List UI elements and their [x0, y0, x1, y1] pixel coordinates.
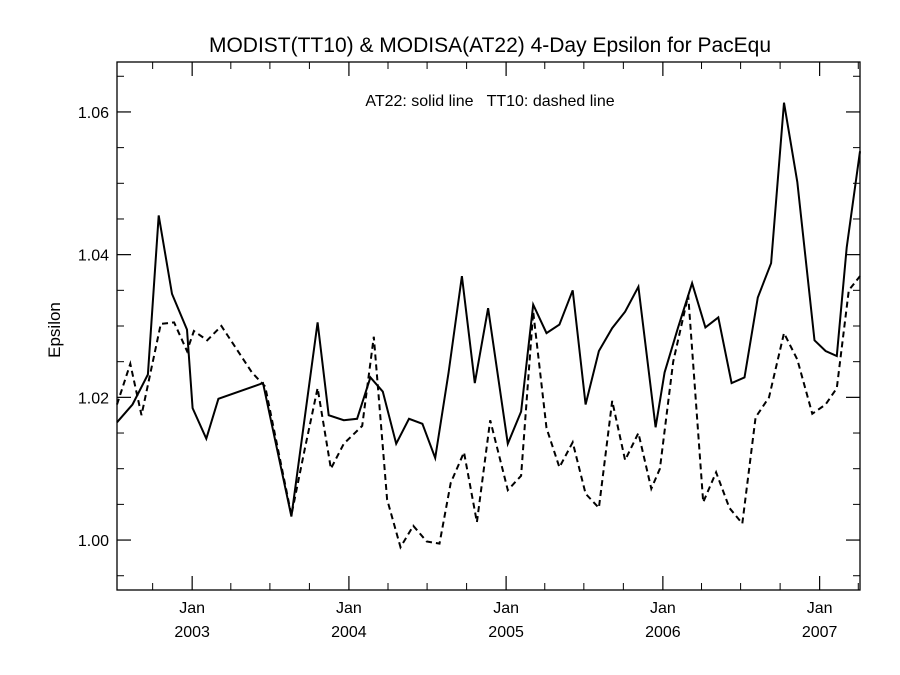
y-axis-label: Epsilon — [45, 302, 64, 358]
series-line-at22 — [116, 102, 861, 517]
x-tick-label-year: 2004 — [331, 624, 367, 641]
ticks-layer: 1.00 1.02 1.04 1.06 Jan 2003 Jan 2004 Jan 2005 Jan… — [78, 62, 860, 641]
y-tick-label: 1.02 — [78, 390, 109, 407]
x-tick-label-year: 2007 — [802, 624, 838, 641]
plot-frame — [116, 61, 861, 591]
x-tick-label-month: Jan — [179, 600, 205, 617]
y-tick-label: 1.06 — [78, 105, 109, 122]
series-line-tt10 — [116, 275, 861, 550]
x-tick-label-year: 2003 — [174, 624, 210, 641]
x-tick-label-month: Jan — [807, 600, 833, 617]
chart-title: MODIST(TT10) & MODISA(AT22) 4-Day Epsilo… — [209, 34, 771, 57]
x-tick-label-month: Jan — [336, 600, 362, 617]
y-tick-label: 1.00 — [78, 533, 109, 550]
x-tick-label-month: Jan — [650, 600, 676, 617]
x-tick-label-month: Jan — [493, 600, 519, 617]
series-layer — [116, 102, 861, 550]
y-tick-label: 1.04 — [78, 248, 109, 265]
x-tick-label-year: 2005 — [488, 624, 524, 641]
x-tick-label-year: 2006 — [645, 624, 681, 641]
legend-annotation: AT22: solid line TT10: dashed line — [365, 93, 614, 110]
